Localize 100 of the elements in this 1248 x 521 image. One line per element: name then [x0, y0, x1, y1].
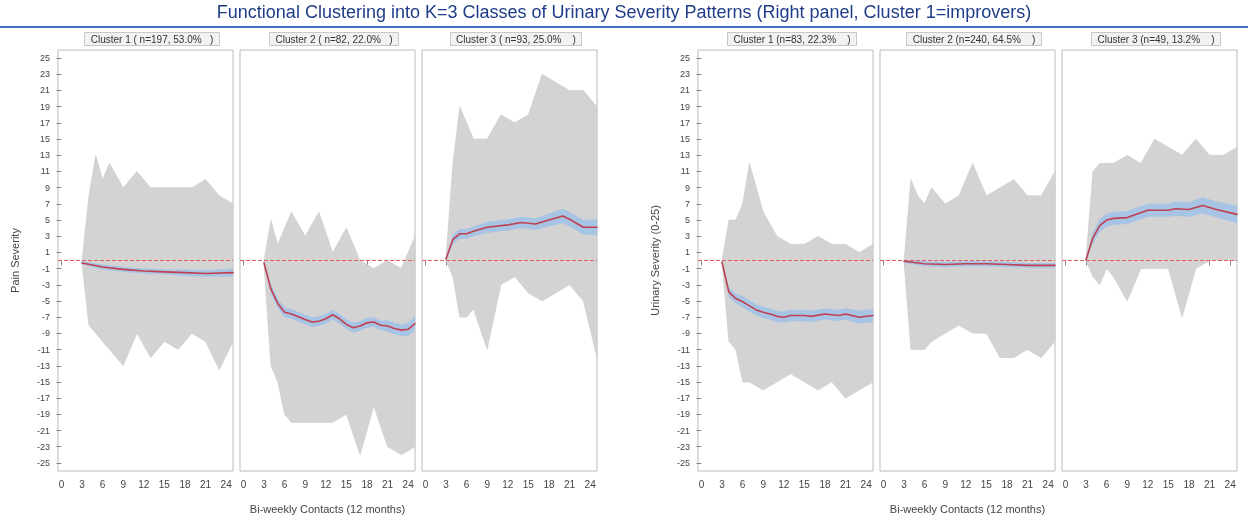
y-tick-label: -9 [681, 328, 690, 339]
y-tick-label: 17 [679, 117, 690, 128]
x-tick-label: 24 [220, 478, 233, 490]
x-tick-label: 3 [1083, 478, 1090, 490]
y-tick-label: -15 [676, 376, 690, 387]
x-tick-label: 24 [584, 478, 597, 490]
y-tick-label: 21 [679, 85, 690, 96]
x-tick-label: 12 [778, 478, 790, 490]
y-tick-label: -1 [41, 263, 50, 274]
x-tick-label: 9 [302, 478, 309, 490]
y-tick-label: -5 [681, 295, 690, 306]
x-tick-label: 12 [1142, 478, 1154, 490]
y-tick-label: -7 [41, 312, 50, 323]
text: Functional Clustering into K=3 Classes of Urinary Severity Patterns (Right panel, Cluster 1=improvers) [216, 2, 1032, 22]
x-tick-label: 6 [281, 478, 288, 490]
x-tick-label: 24 [860, 478, 873, 490]
x-tick-label: 0 [698, 478, 705, 490]
x-axis-title: Bi-weekly Contacts (12 months) [889, 502, 1046, 515]
x-tick-label: 3 [443, 478, 450, 490]
x-tick-label: 0 [880, 478, 887, 490]
x-tick-label: 15 [340, 478, 353, 490]
y-tick-label: 9 [684, 182, 690, 193]
y-tick-label: 15 [679, 134, 690, 145]
x-tick-label: 9 [1124, 478, 1131, 490]
x-tick-label: 12 [138, 478, 150, 490]
y-tick-label: 1 [684, 247, 690, 258]
chart-title: Cluster 2 (n=240, 64.5% ) [912, 33, 1036, 45]
y-tick-label: 25 [39, 53, 50, 64]
x-tick-label: 12 [960, 478, 972, 490]
x-tick-label: 18 [1183, 478, 1195, 490]
y-tick-label: 5 [684, 215, 690, 226]
y-tick-label: 5 [44, 215, 50, 226]
y-tick-label: 13 [39, 150, 50, 161]
y-tick-label: 21 [39, 85, 50, 96]
x-tick-label: 3 [901, 478, 908, 490]
y-tick-label: -11 [37, 344, 50, 355]
x-tick-label: 3 [261, 478, 268, 490]
x-tick-label: 24 [1224, 478, 1237, 490]
y-tick-label: -19 [676, 409, 690, 420]
x-tick-label: 24 [1042, 478, 1055, 490]
x-tick-label: 15 [980, 478, 993, 490]
x-tick-label: 9 [120, 478, 127, 490]
y-tick-label: 3 [44, 231, 50, 242]
chart-title: Cluster 1 (n=83, 22.3% ) [733, 33, 851, 45]
chart-title: Cluster 2 ( n=82, 22.0% ) [275, 33, 393, 45]
x-tick-label: 9 [484, 478, 491, 490]
x-tick-label: 15 [158, 478, 171, 490]
y-axis-title: Urinary Severity (0-25) [648, 205, 661, 316]
x-tick-label: 18 [361, 478, 373, 490]
y-tick-label: -1 [681, 263, 690, 274]
y-tick-label: -5 [41, 295, 50, 306]
y-tick-label: -13 [36, 360, 50, 371]
x-tick-label: 6 [921, 478, 928, 490]
y-tick-label: 23 [39, 69, 50, 80]
x-tick-label: 12 [320, 478, 332, 490]
chart-title: Cluster 3 (n=49, 13.2% ) [1097, 33, 1215, 45]
x-tick-label: 3 [719, 478, 726, 490]
x-tick-label: 18 [819, 478, 831, 490]
y-tick-label: -15 [36, 376, 50, 387]
y-axis-title: Pain Severity [8, 227, 21, 293]
x-tick-label: 0 [422, 478, 429, 490]
x-tick-label: 6 [99, 478, 106, 490]
chart-title: Cluster 1 ( n=197, 53.0% ) [90, 33, 214, 45]
x-tick-label: 21 [199, 478, 212, 490]
x-tick-label: 21 [1203, 478, 1216, 490]
y-tick-label: -17 [36, 393, 50, 404]
x-tick-label: 24 [402, 478, 415, 490]
x-tick-label: 6 [463, 478, 470, 490]
y-tick-label: -3 [41, 279, 50, 290]
y-tick-label: -23 [676, 441, 690, 452]
x-tick-label: 15 [1162, 478, 1175, 490]
y-tick-label: 7 [684, 198, 690, 209]
x-tick-label: 0 [58, 478, 65, 490]
y-tick-label: 13 [679, 150, 690, 161]
x-tick-label: 21 [839, 478, 852, 490]
y-tick-label: -11 [677, 344, 690, 355]
x-tick-label: 18 [543, 478, 555, 490]
y-tick-label: -19 [36, 409, 50, 420]
y-tick-label: -21 [676, 425, 690, 436]
chart-title: Cluster 3 ( n=93, 25.0% ) [456, 33, 576, 45]
x-tick-label: 9 [942, 478, 949, 490]
y-tick-label: 9 [44, 182, 50, 193]
x-tick-label: 6 [1103, 478, 1110, 490]
x-tick-label: 15 [522, 478, 535, 490]
y-tick-label: 17 [39, 117, 50, 128]
x-tick-label: 12 [502, 478, 514, 490]
y-tick-label: -25 [676, 457, 690, 468]
y-tick-label: 19 [39, 101, 50, 112]
x-tick-label: 18 [179, 478, 191, 490]
x-tick-label: 15 [798, 478, 811, 490]
y-tick-label: 1 [44, 247, 50, 258]
x-tick-label: 18 [1001, 478, 1013, 490]
y-tick-label: -13 [676, 360, 690, 371]
y-tick-label: 11 [40, 166, 50, 177]
y-tick-label: 7 [44, 198, 50, 209]
y-tick-label: -21 [36, 425, 50, 436]
y-tick-label: 11 [680, 166, 690, 177]
x-tick-label: 9 [760, 478, 767, 490]
y-tick-label: -9 [41, 328, 50, 339]
y-tick-label: -7 [681, 312, 690, 323]
